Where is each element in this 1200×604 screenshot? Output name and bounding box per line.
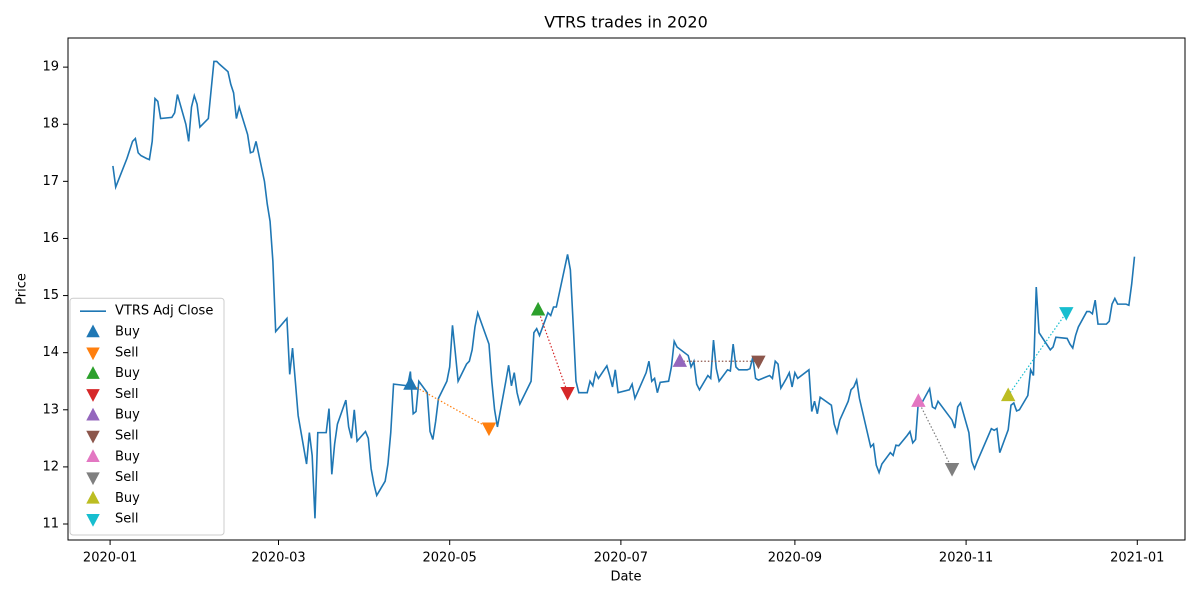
legend-label: Sell [115,470,138,485]
y-tick-label: 14 [42,345,59,360]
chart-title: VTRS trades in 2020 [544,13,708,32]
legend-label: Buy [115,366,140,381]
x-tick-label: 2020-09 [768,551,822,566]
legend-swatch [86,347,100,361]
sell-marker [751,355,766,370]
legend-swatch [86,513,100,527]
legend-swatch [86,449,100,463]
buy-marker [672,353,688,367]
y-axis-label: Price [15,273,30,305]
x-tick-label: 2020-01 [83,551,137,566]
legend-label: Buy [115,491,140,506]
buy-marker [1000,387,1016,402]
trade-link [1007,312,1067,396]
x-tick-label: 2020-05 [423,551,477,566]
trade-link [537,309,569,393]
legend-swatch [86,389,100,402]
legend-label: Sell [115,387,138,402]
legend-swatch [86,430,100,444]
legend-label: Buy [115,408,140,423]
legend-swatch [86,366,100,379]
legend-box [69,297,225,536]
legend-label: VTRS Adj Close [115,304,213,319]
buy-marker [403,376,418,390]
legend-swatch [86,472,100,486]
y-tick-label: 19 [42,60,59,75]
legend-label: Sell [115,345,138,360]
legend-swatch [86,407,100,421]
buy-marker [911,393,926,407]
legend-label: Buy [115,449,140,464]
y-tick-label: 12 [42,459,59,474]
x-axis-label: Date [610,570,641,585]
y-tick-label: 17 [42,174,59,189]
legend-swatch [86,324,100,338]
legend-swatch [86,490,100,504]
y-tick-label: 18 [42,117,59,132]
legend-label: Sell [115,512,138,527]
plot-frame [67,37,1186,541]
legend-label: Buy [115,325,140,340]
x-tick-label: 2020-11 [939,551,993,566]
y-tick-label: 13 [42,402,59,417]
price-line [112,60,1136,519]
x-tick-label: 2021-01 [1110,551,1164,566]
y-tick-label: 16 [42,231,59,246]
legend-label: Sell [115,429,138,444]
y-tick-label: 11 [42,517,59,532]
sell-marker [560,387,575,401]
buy-marker [530,301,546,316]
sell-marker [1059,307,1074,321]
trade-link [410,383,490,429]
x-tick-label: 2020-03 [251,551,305,566]
x-tick-label: 2020-07 [594,551,648,566]
y-tick-label: 15 [42,288,59,303]
sell-marker [481,422,497,437]
sell-marker [944,463,960,477]
